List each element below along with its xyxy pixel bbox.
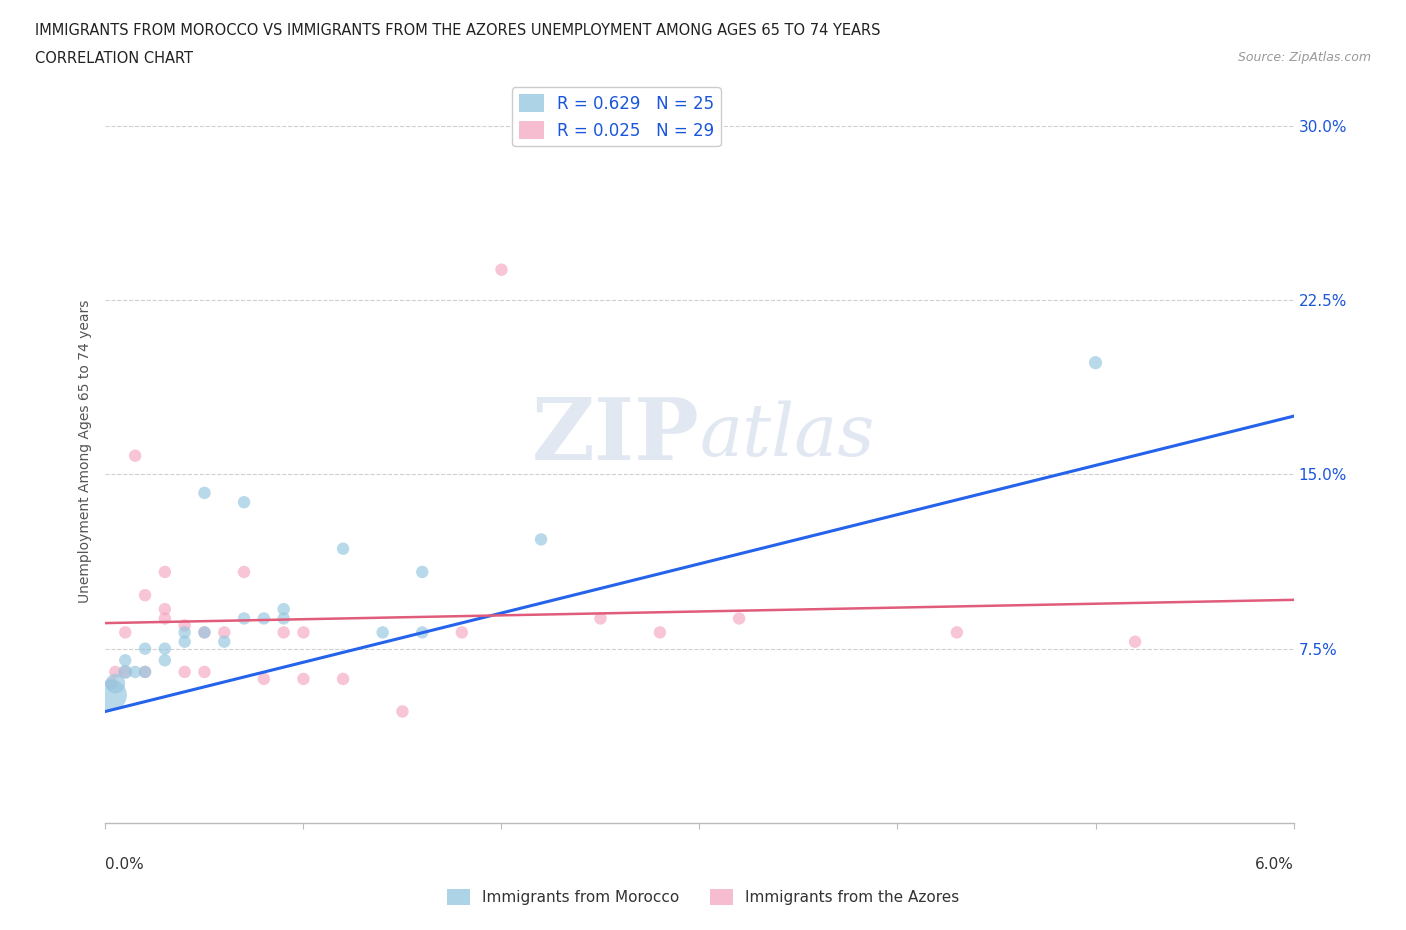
Point [332,671,354,686]
Point [134,588,156,603]
Y-axis label: Unemployment Among Ages 65 to 74 years: Unemployment Among Ages 65 to 74 years [77,299,91,603]
Text: 0.0%: 0.0% [105,857,145,871]
Point [173,634,195,649]
Point [193,625,215,640]
Text: IMMIGRANTS FROM MOROCCO VS IMMIGRANTS FROM THE AZORES UNEMPLOYMENT AMONG AGES 65: IMMIGRANTS FROM MOROCCO VS IMMIGRANTS FR… [35,23,880,38]
Text: Source: ZipAtlas.com: Source: ZipAtlas.com [1237,51,1371,64]
Point [292,625,315,640]
Point [100,688,122,703]
Point [648,625,671,640]
Point [450,625,472,640]
Point [332,541,354,556]
Point [104,676,127,691]
Point [173,665,195,680]
Point [134,665,156,680]
Point [114,665,136,680]
Point [253,611,276,626]
Point [411,625,433,640]
Point [134,642,156,657]
Point [153,611,176,626]
Text: 6.0%: 6.0% [1254,857,1294,871]
Point [114,665,136,680]
Point [124,448,146,463]
Text: atlas: atlas [700,401,875,472]
Point [193,485,215,500]
Point [193,665,215,680]
Point [273,625,295,640]
Legend: R = 0.629   N = 25, R = 0.025   N = 29: R = 0.629 N = 25, R = 0.025 N = 29 [512,87,721,146]
Point [589,611,612,626]
Point [114,653,136,668]
Text: ZIP: ZIP [531,394,700,478]
Point [153,642,176,657]
Point [100,676,122,691]
Point [193,625,215,640]
Point [214,625,236,640]
Point [124,665,146,680]
Point [1084,355,1107,370]
Point [114,625,136,640]
Point [371,625,394,640]
Point [153,653,176,668]
Point [411,565,433,579]
Point [153,565,176,579]
Point [728,611,751,626]
Point [233,611,256,626]
Point [134,665,156,680]
Text: CORRELATION CHART: CORRELATION CHART [35,51,193,66]
Point [273,602,295,617]
Point [233,565,256,579]
Legend: Immigrants from Morocco, Immigrants from the Azores: Immigrants from Morocco, Immigrants from… [440,883,966,911]
Point [273,611,295,626]
Point [104,665,127,680]
Point [391,704,413,719]
Point [233,495,256,510]
Point [1123,634,1146,649]
Point [173,618,195,633]
Point [153,602,176,617]
Point [292,671,315,686]
Point [530,532,553,547]
Point [173,625,195,640]
Point [491,262,513,277]
Point [214,634,236,649]
Point [946,625,969,640]
Point [253,671,276,686]
